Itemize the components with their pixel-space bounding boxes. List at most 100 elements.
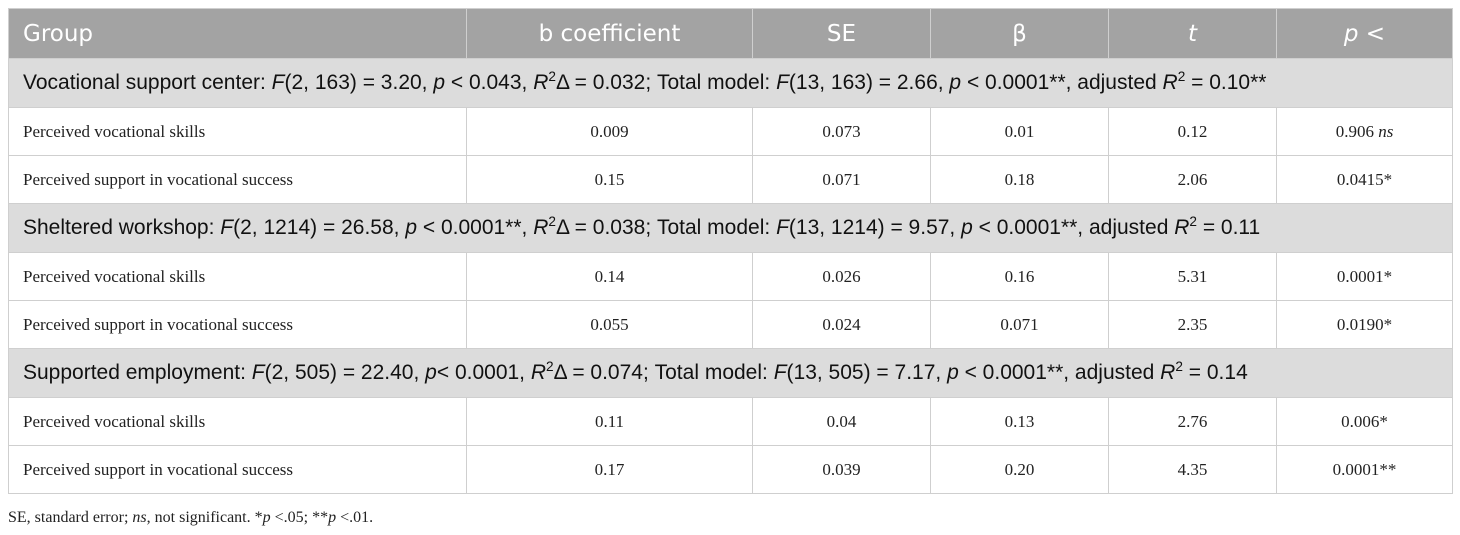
text: 0.009 <box>590 121 629 141</box>
data-cell: Perceived support in vocational success <box>8 155 467 204</box>
text: (13, 1214) = 9.57, <box>788 216 962 239</box>
superscript: 2 <box>1177 68 1186 84</box>
data-row: Perceived vocational skills 0.11 0.04 0.13 2… <box>8 397 1453 446</box>
italic-text: p <box>328 509 337 526</box>
superscript: 2 <box>1189 213 1197 229</box>
text: 0.12 <box>1177 121 1208 141</box>
text: = 0.11 <box>1196 216 1261 239</box>
superscript: 2 <box>546 358 554 374</box>
text: Perceived vocational skills <box>23 121 206 141</box>
italic-text: R <box>533 71 549 94</box>
data-cell: 0.009 <box>466 107 753 156</box>
text: SE <box>826 20 857 47</box>
text: 0.0415* <box>1336 169 1393 189</box>
data-cell: 5.31 <box>1108 252 1277 301</box>
italic-text: p <box>947 361 959 384</box>
italic-text: F <box>776 71 789 94</box>
text: 0.0001* <box>1336 266 1393 286</box>
group-row: Vocational support center: F(2, 163) = 3… <box>8 58 1453 108</box>
text: (2, 1214) = 26.58, <box>233 216 406 239</box>
text: 2.06 <box>1177 169 1208 189</box>
text: 0.024 <box>822 314 861 334</box>
group-row: Sheltered workshop: F(2, 1214) = 26.58, … <box>8 203 1453 253</box>
data-cell: 0.18 <box>930 155 1109 204</box>
data-cell: 0.13 <box>930 397 1109 446</box>
italic-text: F <box>776 216 789 239</box>
italic-text: p <box>425 361 437 384</box>
group-row: Supported employment: F(2, 505) = 22.40,… <box>8 348 1453 398</box>
text: 0.071 <box>1000 314 1039 334</box>
data-cell: 2.35 <box>1108 300 1277 349</box>
group-title: Supported employment: F(2, 505) = 22.40,… <box>8 348 1453 398</box>
data-cell: 0.14 <box>466 252 753 301</box>
data-cell: Perceived vocational skills <box>8 107 467 156</box>
italic-text: p <box>1343 20 1359 47</box>
text: 0.906 <box>1335 121 1379 141</box>
data-cell: 0.071 <box>752 155 931 204</box>
text: , not significant. * <box>146 509 263 526</box>
data-cell: Perceived vocational skills <box>8 397 467 446</box>
text: 0.039 <box>822 459 861 479</box>
text: 0.026 <box>822 266 861 286</box>
data-cell: 0.15 <box>466 155 753 204</box>
text: Supported employment: <box>23 361 252 384</box>
data-cell: 0.01 <box>930 107 1109 156</box>
italic-text: F <box>220 216 234 239</box>
text: < 0.0001**, <box>417 216 534 239</box>
text: 0.0190* <box>1336 314 1393 334</box>
text: Perceived support in vocational success <box>23 314 294 334</box>
italic-text: R <box>530 361 547 384</box>
text: < 0.0001**, adjusted <box>958 361 1161 384</box>
text: 0.13 <box>1004 411 1035 431</box>
text: Perceived support in vocational success <box>23 169 294 189</box>
text: (2, 163) = 3.20, <box>284 71 434 94</box>
superscript: 2 <box>548 213 556 229</box>
data-cell: 0.0190* <box>1276 300 1453 349</box>
text: Δ = 0.074; Total model: <box>553 361 774 384</box>
data-cell: 0.16 <box>930 252 1109 301</box>
data-cell: 0.055 <box>466 300 753 349</box>
data-row: Perceived vocational skills 0.009 0.073 0.0… <box>8 107 1453 156</box>
text: 0.11 <box>594 411 625 431</box>
group-title: Sheltered workshop: F(2, 1214) = 26.58, … <box>8 203 1453 253</box>
text: 0.17 <box>594 459 625 479</box>
data-cell: 0.04 <box>752 397 931 446</box>
data-cell: 0.906 ns <box>1276 107 1453 156</box>
header-cell: Group <box>8 8 467 59</box>
italic-text: F <box>251 361 265 384</box>
italic-text: p <box>405 216 418 239</box>
italic-text: p <box>961 216 973 239</box>
text: Vocational support center: <box>23 71 272 94</box>
data-cell: 4.35 <box>1108 445 1277 494</box>
text: (13, 505) = 7.17, <box>786 361 948 384</box>
text: < 0.0001**, adjusted <box>961 71 1163 94</box>
text: = 0.14 <box>1182 361 1248 384</box>
text: 0.0001** <box>1332 459 1397 479</box>
text: 2.35 <box>1177 314 1208 334</box>
text: (2, 505) = 22.40, <box>264 361 426 384</box>
data-cell: Perceived support in vocational success <box>8 300 467 349</box>
text: Δ = 0.032; Total model: <box>555 71 777 94</box>
text: 4.35 <box>1177 459 1208 479</box>
italic-text: t <box>1187 20 1198 47</box>
data-cell: 0.20 <box>930 445 1109 494</box>
text: β <box>1012 20 1027 47</box>
regression-table: Group b coefficient SE β t p < Vocational sup… <box>8 8 1453 494</box>
text: <.05; ** <box>270 509 329 526</box>
data-row: Perceived support in vocational success 0… <box>8 300 1453 349</box>
data-cell: 0.006* <box>1276 397 1453 446</box>
data-cell: 0.071 <box>930 300 1109 349</box>
text: = 0.10** <box>1185 71 1267 94</box>
text: Δ = 0.038; Total model: <box>555 216 777 239</box>
text: Perceived vocational skills <box>23 266 206 286</box>
italic-text: F <box>271 71 285 94</box>
header-cell: p < <box>1276 8 1453 59</box>
text: < 0.043, <box>445 71 534 94</box>
italic-text: ns <box>1378 121 1394 141</box>
header-row: Group b coefficient SE β t p < <box>8 8 1453 59</box>
text: < 0.0001**, adjusted <box>972 216 1175 239</box>
text: b coefficient <box>538 20 681 47</box>
text: Group <box>23 20 94 47</box>
text: 0.20 <box>1004 459 1035 479</box>
